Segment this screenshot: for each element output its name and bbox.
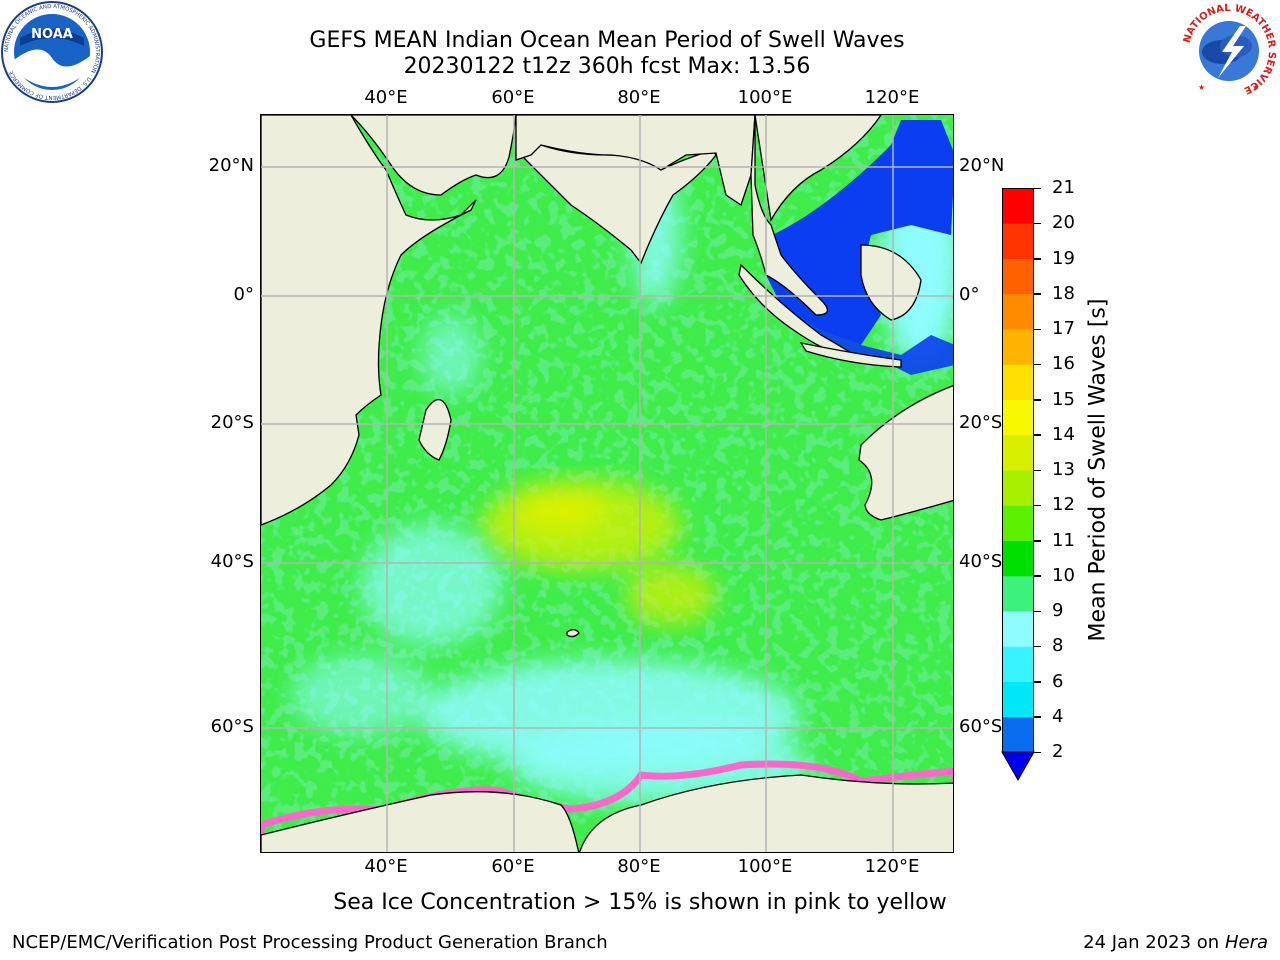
colorbar-tick-label: 20 — [1052, 212, 1075, 234]
colorbar-tick-label: 6 — [1052, 670, 1064, 692]
colorbar-tick-mark — [1034, 681, 1041, 683]
colorbar-tick-mark — [1034, 645, 1041, 648]
colorbar-segment — [1002, 188, 1034, 224]
colorbar-segment — [1002, 364, 1034, 400]
colorbar-border — [1002, 188, 1034, 753]
colorbar-tick-label: 15 — [1052, 388, 1075, 410]
colorbar-tick-label: 9 — [1052, 600, 1064, 621]
footer-host: Hera — [1224, 932, 1268, 953]
colorbar-tick-label: 17 — [1052, 318, 1075, 339]
colorbar-tick-label: 19 — [1052, 247, 1075, 269]
colorbar-tick-mark — [1034, 222, 1041, 225]
colorbar-tick-label: 14 — [1052, 423, 1075, 445]
lon-tick-bottom: 80°E — [617, 856, 661, 877]
footer-date: 24 Jan 2023 on Hera — [1083, 932, 1268, 953]
colorbar-tick-label: 11 — [1052, 529, 1075, 551]
colorbar-segment — [1002, 646, 1034, 682]
lat-tick-left: 20°N — [208, 155, 254, 176]
colorbar-tick-mark — [1034, 540, 1041, 542]
colorbar-tick-mark — [1034, 751, 1041, 753]
lon-tick-bottom: 60°E — [491, 856, 535, 877]
colorbar-tick-mark — [1034, 469, 1041, 471]
colorbar-tick-label: 13 — [1052, 459, 1075, 480]
colorbar-segment — [1002, 716, 1034, 753]
colorbar-tick-mark — [1034, 328, 1041, 330]
lon-tick-top: 100°E — [737, 87, 793, 108]
lat-tick-right: 20°N — [959, 155, 1005, 176]
colorbar-tick-mark — [1034, 504, 1041, 507]
lat-tick-right: 0° — [959, 284, 980, 305]
colorbar-segment — [1002, 293, 1034, 330]
long-period-region — [481, 480, 716, 625]
nws-logo: NATIONAL WEATHER SERVICE ★ ★ — [1181, 3, 1277, 99]
noaa-logo-text: NOAA — [31, 27, 73, 42]
colorbar-segment — [1002, 434, 1034, 471]
lat-tick-right: 60°S — [959, 716, 1003, 737]
colorbar-segment — [1002, 611, 1034, 647]
colorbar-under-triangle — [1001, 751, 1035, 782]
svg-text:★: ★ — [1198, 83, 1205, 92]
lat-tick-left: 40°S — [210, 551, 254, 572]
lat-tick-right: 20°S — [959, 412, 1003, 433]
lon-tick-top: 120°E — [864, 87, 920, 108]
colorbar-tick-label: 4 — [1052, 705, 1064, 727]
colorbar-tick-mark — [1034, 363, 1041, 366]
lon-tick-top: 80°E — [617, 87, 661, 108]
colorbar-tick-label: 10 — [1052, 564, 1075, 586]
colorbar-tick-mark — [1034, 575, 1041, 577]
colorbar-tick-label: 12 — [1052, 494, 1075, 516]
lat-tick-right: 40°S — [959, 551, 1003, 572]
colorbar-tick-mark — [1034, 716, 1041, 718]
colorbar-tick-label: 16 — [1052, 353, 1075, 375]
colorbar — [1001, 188, 1035, 782]
colorbar-segment — [1002, 223, 1034, 259]
colorbar-tick-mark — [1034, 399, 1041, 401]
lat-tick-left: 0° — [233, 284, 254, 305]
swell-period-map — [261, 115, 953, 852]
colorbar-segment — [1002, 258, 1034, 295]
colorbar-segment — [1002, 540, 1034, 577]
lat-tick-left: 60°S — [210, 716, 254, 737]
colorbar-segment — [1002, 329, 1034, 365]
colorbar-tick-mark — [1034, 258, 1041, 260]
sea-ice-note: Sea Ice Concentration > 15% is shown in … — [333, 890, 947, 915]
colorbar-tick-mark — [1034, 434, 1041, 436]
colorbar-tick-label: 8 — [1052, 635, 1064, 657]
colorbar-tick-label: 18 — [1052, 282, 1075, 304]
lon-tick-bottom: 120°E — [864, 856, 920, 877]
colorbar-tick-label: 21 — [1052, 177, 1075, 198]
colorbar-title: Mean Period of Swell Waves [s] — [1085, 298, 1111, 642]
colorbar-tick-mark — [1034, 187, 1041, 189]
colorbar-tick-mark — [1034, 610, 1041, 612]
colorbar-segment — [1002, 505, 1034, 541]
lon-tick-top: 60°E — [491, 87, 535, 108]
map-panel — [260, 114, 954, 853]
colorbar-segment — [1002, 470, 1034, 506]
footer-credit: NCEP/EMC/Verification Post Processing Pr… — [12, 932, 608, 953]
svg-text:★: ★ — [1252, 83, 1259, 92]
lon-tick-bottom: 40°E — [364, 856, 408, 877]
land — [261, 115, 953, 852]
map-subtitle: 20230122 t12z 360h fcst Max: 13.56 — [403, 54, 811, 79]
footer-date-text: 24 Jan 2023 on — [1083, 932, 1220, 953]
lat-tick-left: 20°S — [210, 412, 254, 433]
noaa-logo: NATIONAL OCEANIC AND ATMOSPHERIC ADMINIS… — [1, 1, 103, 103]
colorbar-segment — [1002, 399, 1034, 436]
colorbar-tick-mark — [1034, 293, 1041, 295]
colorbar-segment — [1002, 575, 1034, 612]
graticule — [261, 115, 953, 852]
lon-tick-bottom: 100°E — [737, 856, 793, 877]
map-title: GEFS MEAN Indian Ocean Mean Period of Sw… — [309, 28, 905, 53]
lon-tick-top: 40°E — [364, 87, 408, 108]
colorbar-tick-label: 2 — [1052, 741, 1064, 762]
colorbar-segment — [1002, 681, 1034, 718]
